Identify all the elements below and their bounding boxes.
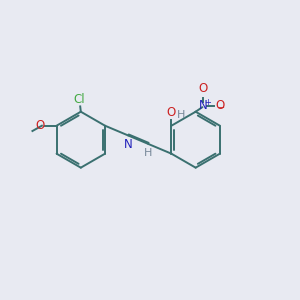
Text: H: H <box>143 148 152 158</box>
Text: H: H <box>177 110 185 119</box>
Text: +: + <box>205 98 212 107</box>
Text: O: O <box>216 99 225 112</box>
Text: N: N <box>199 99 208 112</box>
Text: O: O <box>199 82 208 95</box>
Text: Cl: Cl <box>74 93 85 106</box>
Text: O: O <box>36 119 45 132</box>
Text: N: N <box>124 138 133 151</box>
Text: O: O <box>167 106 176 119</box>
Text: −: − <box>217 103 225 113</box>
